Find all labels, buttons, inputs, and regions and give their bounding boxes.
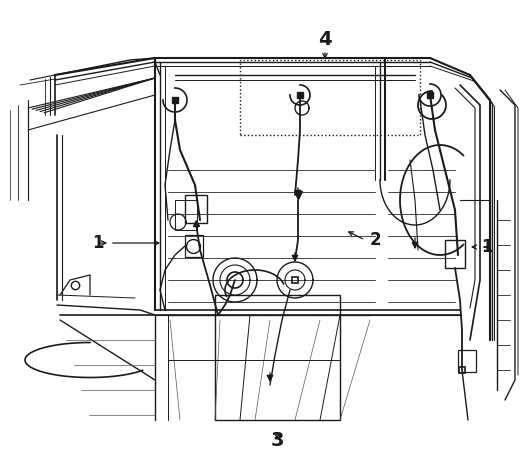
- Bar: [445, 240, 465, 268]
- Bar: [175, 200, 197, 230]
- Text: 3: 3: [270, 431, 284, 449]
- Text: 4: 4: [318, 30, 332, 49]
- Text: 1: 1: [481, 238, 493, 256]
- Bar: [185, 235, 203, 257]
- Bar: [458, 350, 476, 372]
- Bar: [185, 195, 207, 223]
- Bar: [215, 295, 340, 420]
- Text: 1: 1: [92, 234, 104, 252]
- Text: 2: 2: [369, 231, 381, 249]
- Bar: [240, 60, 420, 135]
